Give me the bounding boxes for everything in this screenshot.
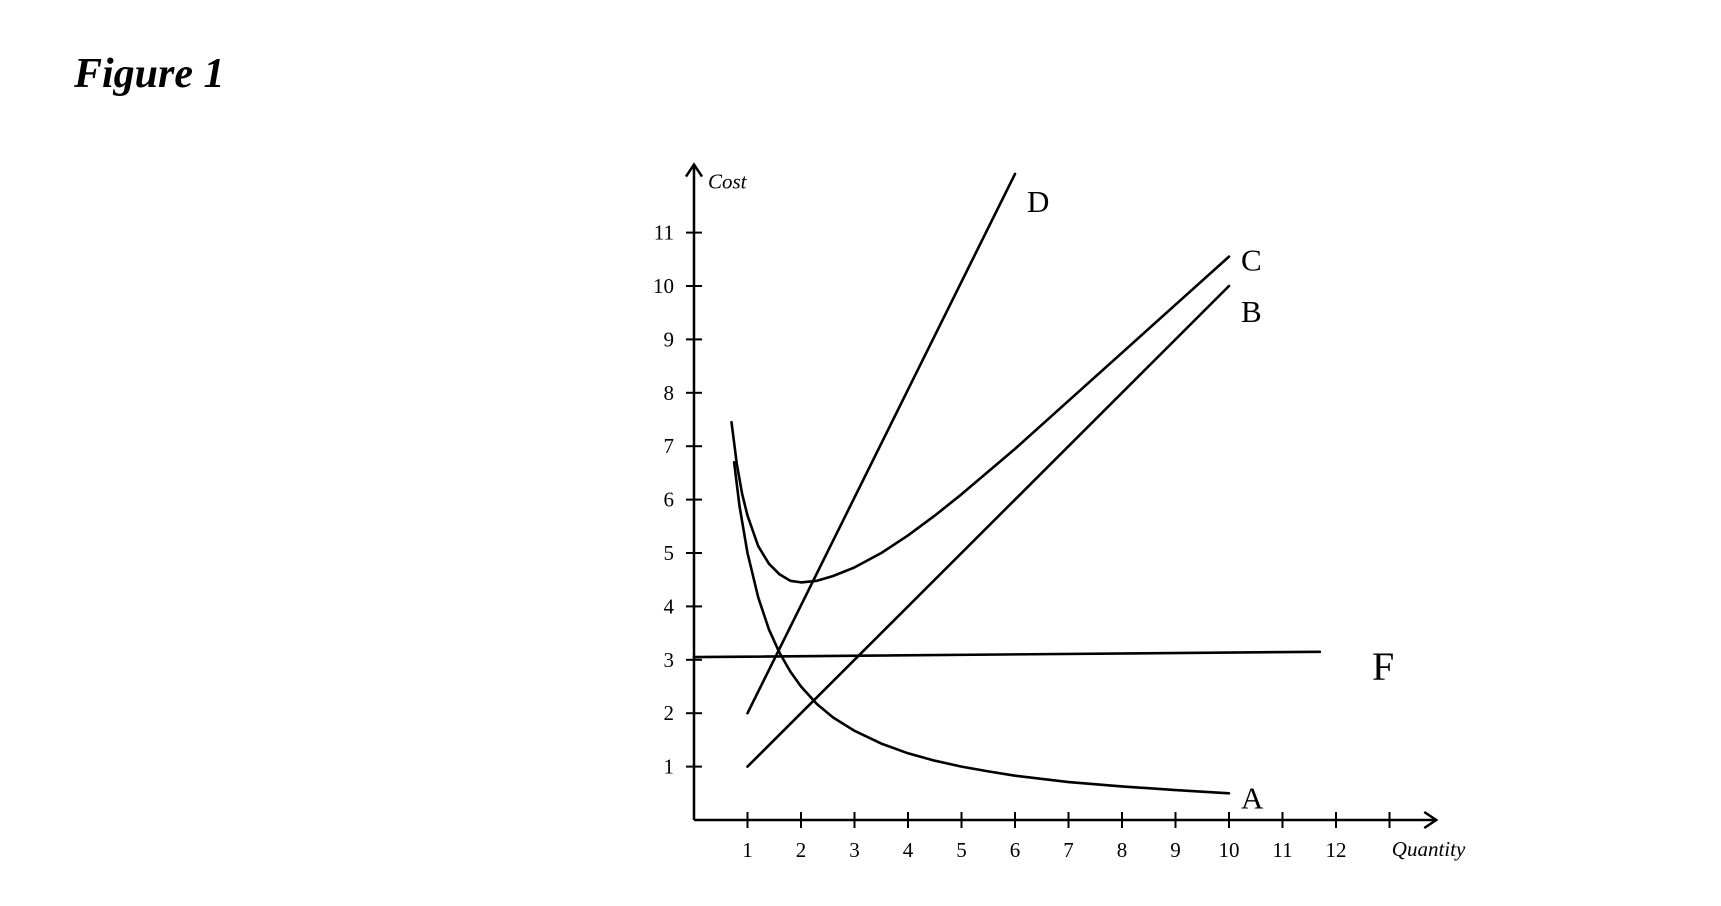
y-tick-label: 11	[654, 221, 674, 245]
x-tick-label: 1	[742, 838, 753, 862]
y-tick-label: 7	[664, 434, 675, 458]
x-axis-title: Quantity	[1392, 837, 1466, 861]
x-tick-label: 8	[1117, 838, 1128, 862]
x-tick-label: 9	[1170, 838, 1181, 862]
x-tick-label: 4	[903, 838, 914, 862]
x-axis-arrowhead	[1423, 810, 1439, 830]
x-tick-label: 3	[849, 838, 860, 862]
x-tick-label: 12	[1326, 838, 1347, 862]
y-tick-label: 5	[664, 541, 675, 565]
y-tick-label: 8	[664, 381, 675, 405]
curve-f	[692, 650, 1322, 659]
curves	[692, 172, 1322, 795]
curve-label-b: B	[1241, 294, 1262, 329]
curve-label-c: C	[1241, 243, 1262, 278]
x-tick-label: 11	[1272, 838, 1292, 862]
x-tick-label: 2	[796, 838, 807, 862]
axes	[684, 162, 1439, 830]
x-tick-label: 10	[1219, 838, 1240, 862]
curve-c	[730, 255, 1231, 584]
y-tick-label: 4	[664, 594, 675, 618]
x-tick-label: 6	[1010, 838, 1021, 862]
curve-b	[746, 284, 1231, 768]
y-tick-label: 3	[664, 648, 675, 672]
figure-title: Figure 1	[74, 51, 225, 97]
y-axis-arrowhead	[684, 162, 704, 178]
curve-label-f: F	[1372, 644, 1394, 689]
x-tick-label: 7	[1063, 838, 1074, 862]
curve-label-d: D	[1027, 184, 1049, 219]
x-tick-label: 5	[956, 838, 967, 862]
x-axis-ticks: 1 2 3 4 5 6 7 8 9 10 11 12	[742, 812, 1391, 862]
y-tick-label: 10	[653, 274, 674, 298]
curve-label-a: A	[1241, 780, 1264, 815]
y-tick-label: 2	[664, 701, 675, 725]
curve-a	[732, 460, 1231, 795]
y-axis-ticks: 1 2 3 4 5 6 7 8 9 10 11	[653, 221, 702, 779]
y-axis-title: Cost	[708, 170, 748, 194]
y-tick-label: 6	[664, 488, 675, 512]
y-tick-label: 1	[664, 755, 675, 779]
curve-d	[746, 172, 1017, 715]
curve-labels: A BC D F	[1027, 184, 1394, 815]
y-tick-label: 9	[664, 327, 675, 351]
